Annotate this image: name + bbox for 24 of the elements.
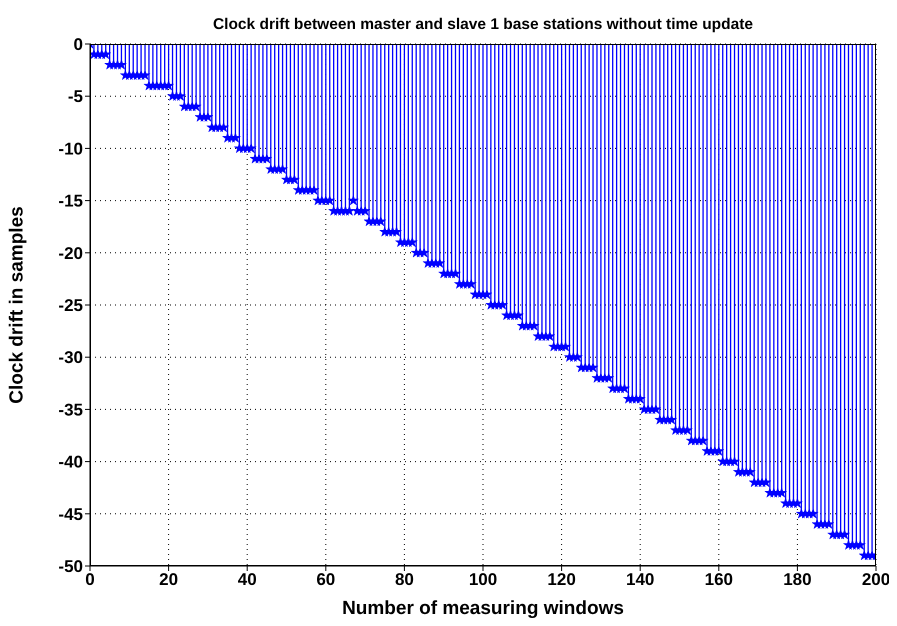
y-tick-label: -50 [58,557,83,576]
y-tick-label: 0 [74,35,83,54]
y-tick-label: -45 [58,504,83,524]
x-tick-label: 140 [626,570,654,590]
x-axis-title: Number of measuring windows [342,598,624,619]
y-axis-title: Clock drift in samples [6,206,28,404]
x-tick-label: 40 [238,570,257,590]
x-tick-label: 60 [316,570,336,590]
y-tick-label: -10 [58,139,83,158]
chart-title: Clock drift between master and slave 1 base stations without time update [212,16,754,34]
y-tick-label: -40 [58,452,83,472]
y-tick-label: -35 [58,400,83,420]
x-tick-label: 160 [704,570,733,590]
x-tick-label: 20 [159,570,178,590]
y-tick-label: -20 [58,244,83,263]
x-tick-label: 100 [468,570,498,590]
x-tick-label: 0 [85,570,95,590]
y-tick-label: -25 [58,296,83,316]
y-tick-label: -5 [68,87,83,106]
y-tick-label: -30 [58,348,83,368]
y-tick-label: -15 [58,192,83,211]
x-tick-label: 180 [783,570,812,590]
x-tick-label: 120 [547,570,576,590]
x-tick-label: 80 [394,570,414,590]
